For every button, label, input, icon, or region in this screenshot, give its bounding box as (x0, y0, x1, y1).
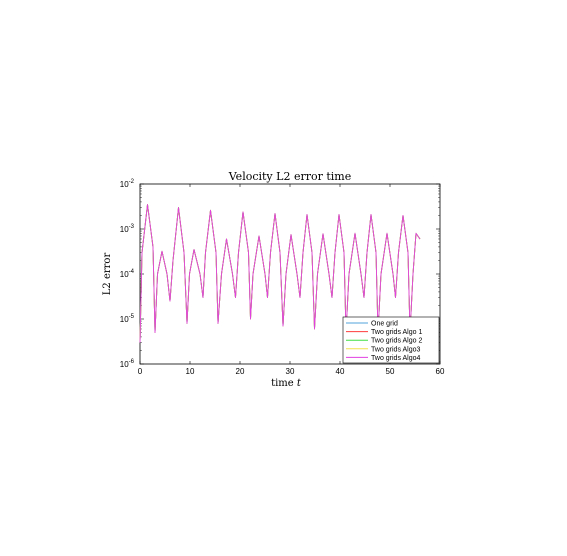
y-tick-label: 10-4 (120, 269, 135, 279)
legend-label: Two grids Algo 1 (371, 329, 422, 336)
y-tick-label: 10-2 (120, 179, 135, 189)
series-line-5 (139, 204, 421, 343)
legend-label: Two grids Algo4 (371, 355, 421, 362)
legend-label: Two grids Algo 2 (371, 338, 422, 345)
y-tick-label: 10-6 (120, 359, 135, 369)
legend-label: Two grids Algo3 (371, 346, 421, 353)
x-axis-label: time t (271, 378, 302, 389)
x-tick-label: 30 (286, 367, 295, 376)
x-tick-label: 0 (138, 367, 143, 376)
x-tick-label: 50 (386, 367, 395, 376)
x-tick-label: 10 (186, 367, 195, 376)
legend-label: One grid (371, 321, 398, 328)
y-tick-label: 10-3 (120, 224, 135, 234)
tick-labels: 0 10 20 30 40 50 60 10-6 10-5 10-4 10-3 10-2 (120, 179, 445, 376)
y-tick-label: 10-5 (120, 314, 135, 324)
series-lines (139, 204, 421, 343)
x-tick-label: 60 (436, 367, 445, 376)
x-tick-label: 20 (236, 367, 245, 376)
y-axis-label: L2 error (102, 253, 113, 296)
chart-title: Velocity L2 error time (228, 170, 351, 183)
x-tick-label: 40 (336, 367, 345, 376)
